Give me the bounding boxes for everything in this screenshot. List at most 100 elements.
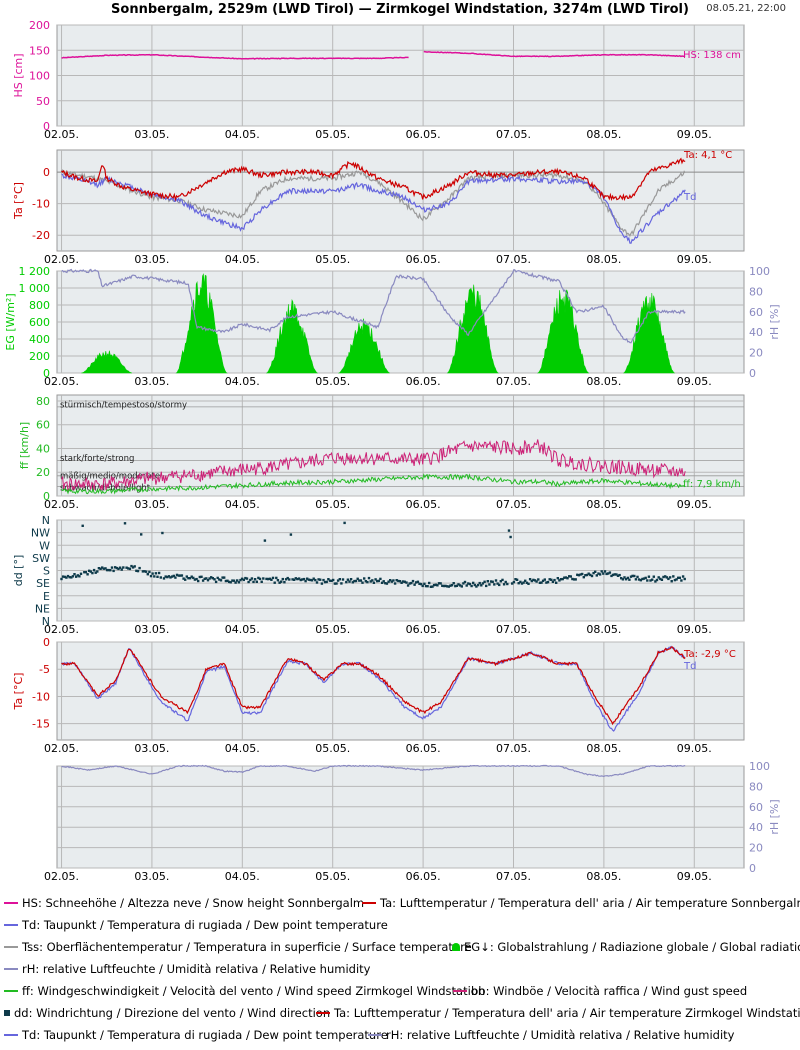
dd-point — [297, 577, 301, 580]
dd-point — [61, 575, 65, 578]
dd-point — [581, 572, 584, 576]
dd-point — [283, 581, 286, 584]
dd-point — [506, 582, 509, 586]
y-right-tick-label: 60 — [749, 801, 763, 814]
dd-point — [419, 582, 423, 586]
dd-point — [624, 578, 628, 581]
dd-point — [257, 576, 260, 580]
y-tick-label: 600 — [29, 316, 50, 329]
dd-point — [206, 579, 210, 582]
dd-point — [524, 579, 527, 582]
dd-point — [310, 579, 314, 582]
dd-point — [418, 582, 421, 585]
dd-point — [499, 580, 502, 583]
dd-point — [105, 568, 109, 572]
dd-point — [125, 566, 128, 569]
dd-point — [517, 582, 520, 585]
dd-point — [159, 576, 162, 579]
dd-point — [558, 579, 561, 582]
dd-point — [180, 574, 184, 577]
dd-point — [577, 574, 581, 577]
rh-line — [61, 268, 686, 344]
dd-point — [442, 584, 446, 588]
dd-point — [363, 577, 366, 580]
dd-point — [223, 576, 226, 579]
dd-point — [507, 529, 511, 532]
y-tick-label: 60 — [36, 419, 50, 432]
dd-point — [66, 574, 70, 578]
dd-point — [280, 580, 283, 583]
dd-point — [525, 581, 529, 584]
eg-area — [175, 273, 228, 374]
y-tick-label: W — [39, 539, 50, 552]
dd-point — [89, 570, 92, 573]
y-right-tick-label: 20 — [749, 842, 763, 855]
dd-point — [649, 579, 652, 582]
bb-line — [61, 439, 686, 492]
dd-point — [483, 580, 486, 583]
legend-swatch — [452, 942, 460, 951]
dd-point — [60, 577, 63, 581]
dd-point — [501, 578, 504, 582]
dd-point — [551, 580, 555, 583]
dd-point — [265, 577, 268, 581]
dd-point — [597, 572, 600, 575]
dd-point — [408, 582, 411, 585]
legend-swatch — [4, 967, 18, 970]
legend-item-ff: ff: Windgeschwindigkeit / Velocità del v… — [4, 984, 485, 998]
dd-point — [278, 581, 281, 584]
y-tick-label: N — [42, 514, 50, 527]
ta-value-label: Ta: 4,1 °C — [683, 150, 732, 161]
dd-point — [646, 579, 649, 582]
x-tick-label: 07.05. — [496, 623, 531, 636]
dd-point — [520, 582, 524, 585]
dd-point — [138, 566, 141, 570]
dd-point — [358, 579, 361, 582]
dd-point — [493, 583, 496, 586]
dd-point — [131, 566, 135, 569]
x-tick-label: 03.05. — [134, 375, 169, 388]
dd-point — [615, 573, 618, 576]
dd-point — [485, 584, 488, 588]
y-tick-label: 200 — [29, 19, 50, 32]
y-right-tick-label: 40 — [749, 821, 763, 834]
legend-label: Tss: Oberflächentemperatur / Temperatura… — [22, 940, 472, 954]
dd-point — [585, 573, 589, 577]
legend-swatch — [453, 989, 467, 992]
dd-point — [236, 579, 239, 582]
dd-point — [459, 584, 462, 587]
legend-swatch — [4, 901, 18, 904]
dd-point — [371, 579, 374, 582]
legend-label: Td: Taupunkt / Temperatura di rugiada / … — [22, 1028, 388, 1042]
dd-point — [317, 578, 320, 581]
dd-point — [307, 578, 310, 581]
dd-point — [148, 570, 151, 574]
dd-point — [214, 580, 218, 584]
dd-point — [68, 576, 71, 579]
x-tick-label: 08.05. — [586, 870, 621, 883]
y-tick-label: 50 — [36, 95, 50, 108]
legend-label: rH: relative Luftfeuchte / Umidità relat… — [22, 962, 371, 976]
dd-point — [273, 581, 276, 584]
eg-area — [337, 318, 390, 374]
dd-point — [683, 577, 686, 581]
dd-point — [380, 581, 384, 584]
dd-point — [655, 578, 659, 582]
timestamp: 08.05.21, 22:00 — [706, 3, 786, 14]
dd-point — [576, 573, 579, 576]
dd-point — [348, 580, 351, 583]
dd-point — [149, 574, 153, 578]
dd-point — [333, 582, 337, 585]
dd-point — [175, 573, 179, 577]
x-tick-label: 03.05. — [134, 253, 169, 266]
dd-point — [185, 575, 188, 578]
dd-point — [522, 581, 525, 584]
dd-point — [385, 582, 389, 585]
dd-point — [533, 579, 537, 582]
y-tick-label: NE — [35, 602, 50, 615]
dd-point — [463, 580, 467, 584]
dd-point — [439, 582, 442, 585]
dd-point — [680, 579, 683, 582]
dd-point — [636, 575, 639, 579]
y-tick-label: 150 — [29, 44, 50, 57]
